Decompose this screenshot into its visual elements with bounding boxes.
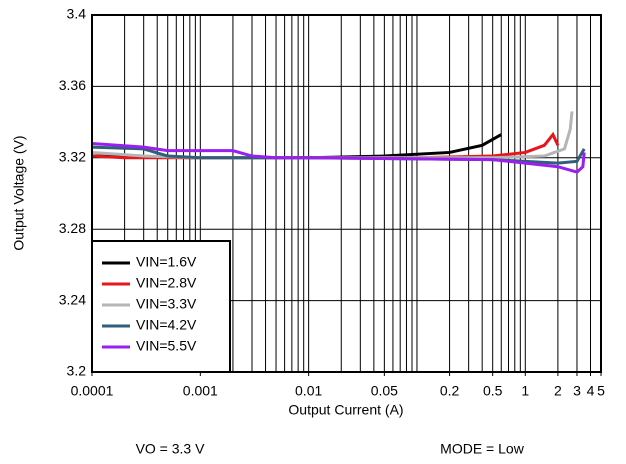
series-line xyxy=(91,142,586,174)
x-tick-label: 1 xyxy=(521,383,529,399)
y-tick-label: 3.32 xyxy=(59,149,86,165)
x-tick-label: 2 xyxy=(554,383,562,399)
x-tick-label: 0.2 xyxy=(440,383,460,399)
x-tick-label: 3 xyxy=(573,383,581,399)
x-tick-label: 4 xyxy=(587,383,595,399)
legend-label: VIN=1.6V xyxy=(136,254,197,270)
y-axis-title: Output Voltage (V) xyxy=(11,135,27,250)
legend-label: VIN=4.2V xyxy=(136,317,197,333)
annotation: VO = 3.3 V xyxy=(136,441,206,457)
plot-frame xyxy=(91,14,602,373)
annotation: MODE = Low xyxy=(440,441,525,457)
y-tick-label: 3.36 xyxy=(59,77,86,93)
x-tick-label: 0.05 xyxy=(371,383,398,399)
legend-label: VIN=3.3V xyxy=(136,296,197,312)
y-tick-label: 3.24 xyxy=(59,291,86,307)
y-tick-label: 3.4 xyxy=(67,6,87,22)
x-tick-label: 0.5 xyxy=(483,383,503,399)
series-line xyxy=(91,111,574,160)
series-line xyxy=(91,133,502,160)
legend-label: VIN=5.5V xyxy=(136,338,197,354)
legend-label: VIN=2.8V xyxy=(136,275,197,291)
x-tick-label: 0.001 xyxy=(183,383,218,399)
x-axis-title: Output Current (A) xyxy=(288,402,403,418)
x-tick-label: 0.01 xyxy=(295,383,322,399)
y-tick-label: 3.2 xyxy=(67,363,87,379)
y-tick-label: 3.28 xyxy=(59,220,86,236)
x-tick-label: 5 xyxy=(597,383,605,399)
x-tick-label: 0.0001 xyxy=(71,383,114,399)
